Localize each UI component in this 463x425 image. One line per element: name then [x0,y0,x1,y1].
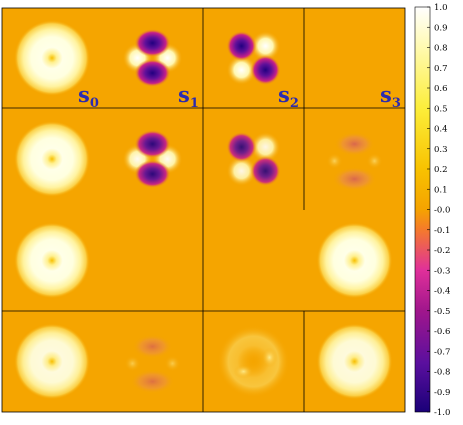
column-label-base: s [278,82,290,107]
ring-mark [14,222,90,299]
column-label-s0: s0 [78,82,99,111]
lobe-negative [134,130,171,158]
panel-r1-c1 [2,8,102,108]
column-label-s1: s1 [178,82,199,111]
lobe-negative [334,132,375,156]
colorbar-tick-label: 0.8 [434,44,448,54]
ring-mark [14,20,90,96]
lobe-negative [134,29,171,57]
panel-dividers [1,7,406,413]
lobe-negative [134,160,171,188]
colorbar-tick-label: -0.7 [434,347,450,357]
lobe-positive [233,364,254,379]
panel-background [203,108,304,210]
lobe-negative [134,59,171,87]
colorbar-tick-label: -0.9 [434,388,450,398]
lobe-negative [226,31,257,61]
lobe-positive [261,347,278,368]
lobe-negative [132,334,173,359]
lobe-positive [164,355,181,372]
column-label-base: s [380,82,392,107]
column-label-s2: s2 [278,82,299,111]
panel-r4-c4 [304,311,405,412]
lobe-positive [226,55,257,85]
panel-r2-c1 [2,108,102,210]
colorbar-tick-label: -0.0 [434,206,450,216]
column-label-subscript: 2 [290,96,299,111]
lobe-positive [326,153,343,169]
colorbar-tick-label: -0.2 [434,246,450,256]
panel-r4-c2 [102,311,203,412]
panel-r2-c2 [102,108,203,210]
panel-background [102,210,203,311]
lobe-positive [366,153,383,169]
column-label-subscript: 1 [190,96,199,111]
lobe-positive [124,355,141,372]
panel-r1-c4 [304,8,405,108]
panel-background [203,8,304,108]
panel-r3-c2 [102,210,203,311]
panel-background [203,210,304,311]
colorbar-tick-label: -1.0 [434,408,450,418]
colorbar-tick-label: -0.1 [434,226,450,236]
ring-mark [316,323,393,400]
panel-r4-c3 [203,311,304,412]
lobe-negative [250,55,281,85]
colorbar-tick-label: -0.3 [434,266,450,276]
ring-mark [14,121,90,197]
ring-mark [316,222,393,299]
panel-r1-c2 [102,8,203,108]
panel-grid [1,7,406,413]
panel-r2-c4 [304,108,405,210]
colorbar-tick-label: 0.6 [434,84,448,94]
column-labels: s0 s1 s2 s3 [78,82,401,111]
colorbar-tick-label: 0.9 [434,23,448,33]
colorbar-tick-label: -0.6 [434,327,450,337]
colorbar-tick-label: 0.4 [434,125,448,135]
lobe-negative [226,132,257,162]
panel-frame [1,7,406,413]
colorbar-tick-label: 0.1 [434,185,448,195]
colorbar-tick-label: 0.3 [434,145,448,155]
colorbar-tick-label: -0.8 [434,368,450,378]
lobe-negative [250,156,281,186]
panel-background [304,108,405,210]
column-label-subscript: 0 [90,96,99,111]
column-label-base: s [178,82,190,107]
panel-r1-c3 [203,8,304,108]
colorbar: 1.0 0.9 0.8 0.7 0.6 0.5 0.4 0.3 0.2 0.1 -0.0 -0.1 -0… [414,3,450,418]
lobe-positive [250,132,281,162]
panel-background [102,311,203,412]
colorbar-tick-label: -0.4 [434,287,450,297]
lobe-positive [250,31,281,61]
colorbar-tick-label: 0.2 [434,165,448,175]
colorbar-tick-label: -0.5 [434,307,450,317]
faint-ring-mark [217,325,290,398]
colorbar-ticks: 1.0 0.9 0.8 0.7 0.6 0.5 0.4 0.3 0.2 0.1 -0.0 -0.1 -0… [427,3,450,418]
panel-background [304,8,405,108]
panel-r3-c4 [304,210,405,311]
lobe-negative [130,369,175,394]
column-label-base: s [78,82,90,107]
ring-mark [14,323,90,400]
column-label-subscript: 3 [392,96,401,111]
panel-r4-c1 [2,311,102,412]
lobe-positive [226,156,257,186]
colorbar-tick-label: 0.5 [434,104,448,114]
panel-r2-c3 [203,108,304,210]
colorbar-tick-label: 0.7 [434,64,448,74]
panel-r3-c1 [2,210,102,311]
colorbar-tick-label: 1.0 [434,3,448,13]
column-label-s3: s3 [380,82,401,111]
panel-r3-c3 [203,210,304,311]
lobe-negative [332,167,377,191]
